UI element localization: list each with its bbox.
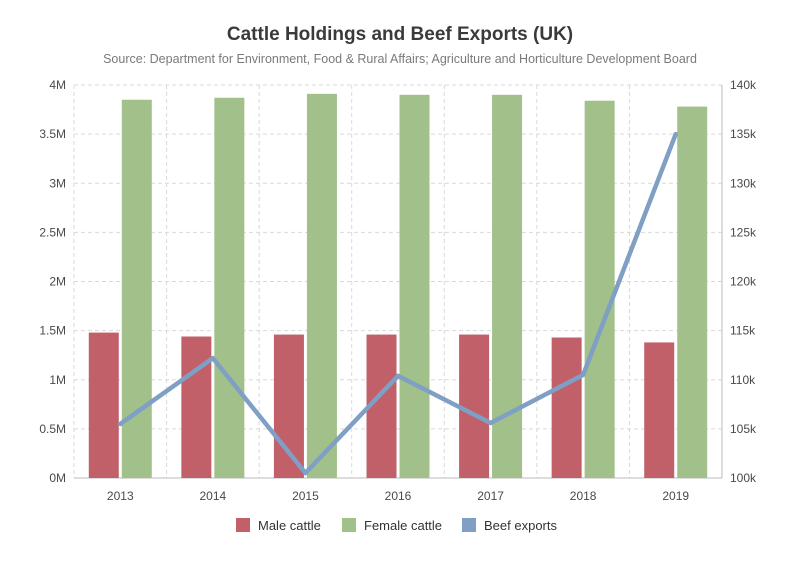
male-cattle-bar: [88, 332, 119, 478]
y-right-tick-label: 105k: [730, 422, 757, 436]
male-cattle-bar: [551, 337, 582, 478]
x-tick-label: 2015: [292, 489, 319, 503]
legend: Male cattle Female cattle Beef exports: [236, 518, 557, 533]
y-left-tick-label: 3.5M: [39, 127, 66, 141]
chart-subtitle: Source: Department for Environment, Food…: [103, 52, 697, 66]
bars-layer: [88, 93, 708, 479]
ticks-layer: 0M 0.5M 1M 1.5M 2M 2.5M 3M 3.5M 4M 100k 105k 110k 11…: [39, 78, 757, 503]
y-right-tick-label: 135k: [730, 127, 757, 141]
beef-exports-point: [210, 356, 215, 361]
beef-exports-point: [303, 471, 308, 476]
y-left-tick-label: 0.5M: [39, 422, 66, 436]
grid-layer: [73, 84, 723, 478]
y-right-tick-label: 100k: [730, 471, 757, 485]
legend-item: Beef exports: [462, 518, 557, 533]
legend-swatch: [236, 518, 250, 532]
x-tick-label: 2014: [200, 489, 227, 503]
legend-swatch: [342, 518, 356, 532]
y-left-tick-label: 1M: [49, 373, 66, 387]
y-right-tick-label: 125k: [730, 225, 757, 239]
y-right-tick-label: 115k: [730, 324, 756, 338]
y-right-tick-label: 140k: [730, 78, 757, 92]
male-cattle-bar: [459, 334, 490, 478]
legend-item: Female cattle: [342, 518, 442, 533]
beef-exports-point: [118, 421, 123, 426]
y-left-tick-label: 2M: [49, 275, 66, 289]
chart-title: Cattle Holdings and Beef Exports (UK): [227, 24, 573, 45]
male-cattle-bar: [273, 334, 304, 478]
female-cattle-bar: [399, 94, 430, 478]
x-tick-label: 2016: [385, 489, 412, 503]
x-tick-label: 2019: [662, 489, 689, 503]
female-cattle-bar: [584, 100, 615, 478]
male-cattle-bar: [181, 336, 212, 478]
y-left-tick-label: 4M: [49, 78, 66, 92]
y-left-tick-label: 3M: [49, 176, 66, 190]
beef-exports-point: [581, 372, 586, 377]
beef-exports-point: [396, 373, 400, 378]
y-right-tick-label: 110k: [730, 373, 756, 387]
female-cattle-bar: [677, 106, 708, 479]
x-tick-label: 2018: [570, 489, 597, 503]
y-right-tick-label: 120k: [730, 275, 757, 289]
beef-exports-point: [673, 132, 678, 137]
x-tick-label: 2017: [477, 489, 504, 503]
legend-swatch: [462, 518, 476, 532]
female-cattle-bar: [214, 97, 245, 479]
legend-label: Female cattle: [364, 518, 442, 533]
male-cattle-bar: [644, 342, 675, 478]
y-left-tick-label: 2.5M: [39, 225, 66, 239]
x-tick-label: 2013: [107, 489, 134, 503]
y-left-tick-label: 0M: [49, 471, 66, 485]
y-left-tick-label: 1.5M: [39, 324, 66, 338]
y-right-tick-label: 130k: [730, 176, 757, 190]
legend-label: Male cattle: [258, 518, 321, 533]
legend-item: Male cattle: [236, 518, 321, 533]
female-cattle-bar: [306, 93, 337, 478]
line-layer: [118, 131, 678, 476]
legend-label: Beef exports: [484, 518, 557, 533]
beef-exports-point: [488, 420, 493, 425]
